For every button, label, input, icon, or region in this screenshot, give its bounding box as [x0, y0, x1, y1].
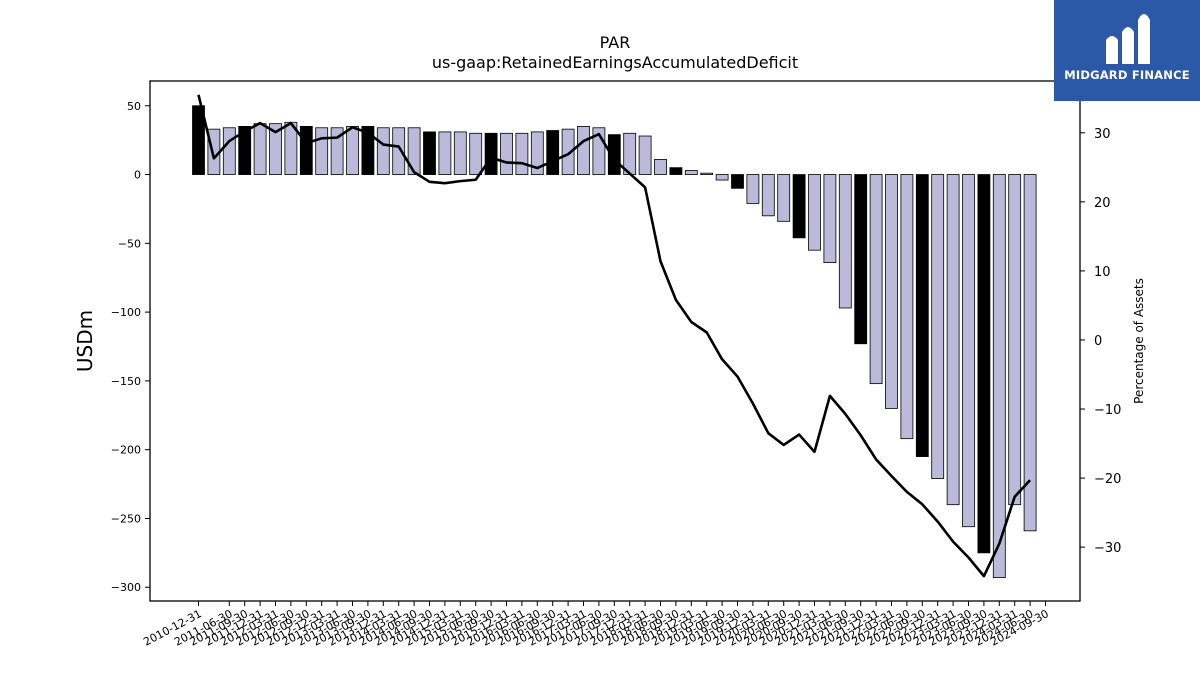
bar — [808, 174, 821, 251]
bar — [423, 131, 436, 175]
bar — [761, 174, 775, 217]
bar — [931, 174, 945, 479]
bar — [299, 126, 313, 175]
bar — [700, 172, 714, 175]
bar — [838, 174, 852, 309]
y-axis-label: USDm — [73, 310, 97, 372]
y2-tick-label: −10 — [1094, 403, 1121, 418]
bar — [992, 174, 1006, 579]
bar — [823, 174, 837, 263]
bar — [438, 131, 452, 175]
bar — [238, 126, 252, 175]
bar — [715, 174, 729, 181]
bar — [1008, 174, 1022, 506]
bar — [192, 105, 205, 175]
y2-tick-label: −20 — [1094, 472, 1121, 487]
bar — [684, 170, 698, 175]
bar — [962, 174, 975, 528]
bar — [607, 134, 621, 175]
y-tick-label: 50 — [127, 100, 141, 113]
bar — [1023, 174, 1037, 532]
bar — [577, 126, 590, 175]
bar — [222, 127, 236, 175]
bar — [946, 174, 960, 506]
y-tick-label: 0 — [134, 169, 141, 182]
bar — [361, 126, 375, 175]
bar — [469, 132, 483, 175]
bar — [915, 174, 929, 457]
axes-layer: 50 0 −50 −100 −150 −200 −250 −300 30 20 10 0 −10 −20 −… — [111, 80, 1121, 649]
y-tick-label: −200 — [111, 444, 141, 457]
bar — [315, 127, 329, 175]
y-tick-label: −100 — [111, 306, 141, 319]
y2-tick-label: 20 — [1094, 196, 1111, 211]
bar — [253, 123, 267, 175]
bar — [407, 127, 421, 175]
y2-tick-label: 10 — [1094, 265, 1111, 280]
y-tick-label: −300 — [111, 581, 141, 594]
bar — [977, 174, 991, 554]
bar — [484, 132, 498, 175]
y-tick-label: −150 — [111, 375, 141, 388]
bar — [885, 174, 898, 409]
bar — [900, 174, 914, 440]
bars-layer — [192, 105, 1037, 579]
y2-axis-label: Percentage of Assets — [1132, 278, 1146, 404]
bar — [453, 131, 467, 175]
y-tick-label: −250 — [111, 512, 141, 525]
y2-tick-label: −30 — [1094, 541, 1121, 556]
bar — [731, 174, 744, 189]
chart-subtitle: us-gaap:RetainedEarningsAccumulatedDefic… — [432, 53, 798, 72]
bar — [869, 174, 883, 385]
bar — [854, 174, 868, 345]
y2-tick-label: 0 — [1094, 334, 1102, 349]
bar — [530, 131, 544, 175]
logo-text: MIDGARD FINANCE — [1064, 68, 1190, 82]
bar — [500, 132, 513, 175]
y2-tick-label: 30 — [1094, 127, 1111, 142]
chart-title: PAR — [600, 33, 631, 52]
bar — [330, 127, 344, 175]
midgard-finance-logo: MIDGARD FINANCE — [1054, 0, 1200, 101]
bar — [638, 135, 652, 175]
bar — [376, 127, 390, 175]
bar — [746, 174, 760, 204]
plot-frame — [149, 80, 1081, 602]
percentage-line — [197, 94, 1032, 578]
bar — [654, 159, 667, 175]
bar — [346, 126, 359, 175]
logo-mark-icon — [1106, 14, 1150, 64]
bar — [269, 123, 282, 175]
bar — [669, 167, 683, 175]
bar — [561, 128, 575, 175]
bar — [546, 130, 560, 175]
bar — [792, 174, 806, 239]
y-tick-label: −50 — [118, 237, 141, 250]
bar — [515, 132, 529, 175]
bar — [777, 174, 791, 222]
line-layer — [197, 94, 1032, 578]
bar — [392, 127, 406, 175]
